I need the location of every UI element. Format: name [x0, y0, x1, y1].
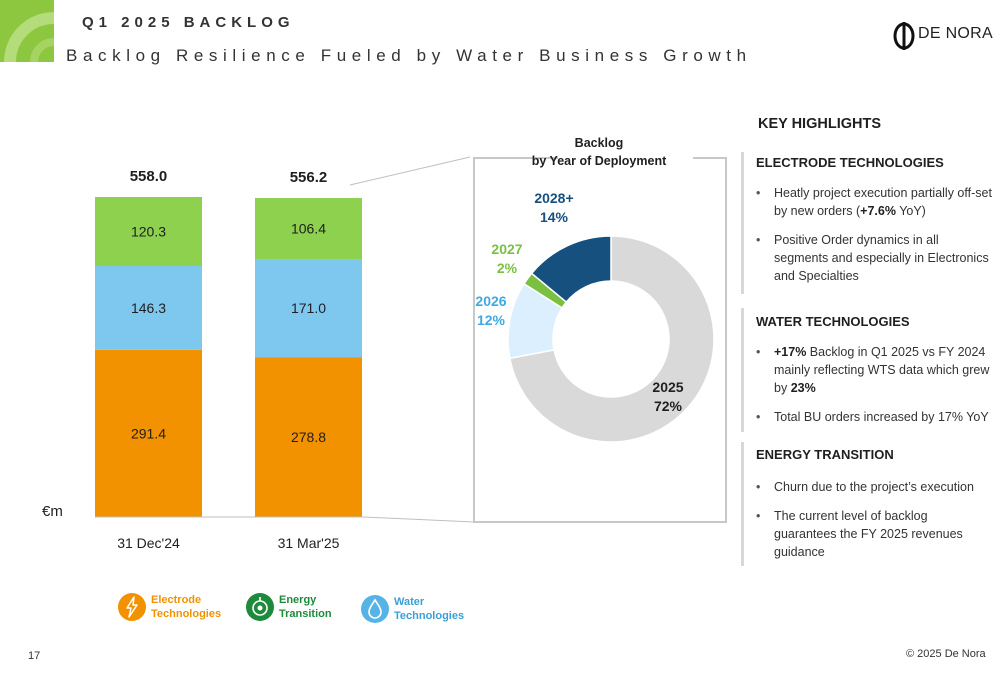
legend-electrode-line1: Electrode [151, 594, 202, 606]
legend-energy: Energy Transition [245, 592, 332, 622]
donut-slice-year-label: 2027 [491, 241, 522, 257]
bar-total-label: 558.0 [130, 168, 168, 185]
donut-slice-pct-label: 72% [654, 398, 683, 414]
copyright: © 2025 De Nora [906, 648, 986, 660]
energy-bullets: Churn due to the project’s execution The… [752, 478, 992, 572]
stacked-bar-chart: 291.4 146.3 120.3 558.0 31 Dec'24 278.8 171.0 1… [95, 168, 362, 551]
donut-panel-border [473, 157, 727, 523]
highlights-title: KEY HIGHLIGHTS [758, 116, 881, 132]
bar-segment [255, 259, 362, 358]
electrode-bullet-1: Heatly project execution partially off-s… [752, 184, 992, 220]
bar-segment-label: 278.8 [291, 429, 326, 445]
legend-water-line1: Water [394, 596, 425, 608]
water-bullet-1: +17% Backlog in Q1 2025 vs FY 2024 mainl… [752, 343, 992, 397]
donut-title-line2: by Year of Deployment [532, 154, 667, 168]
donut-slice-year-label: 2028+ [534, 190, 573, 206]
donut-slice-pct-label: 12% [477, 312, 506, 328]
water-section-bar [741, 308, 744, 432]
unit-label: €m [42, 503, 63, 520]
legend-energy-line1: Energy [279, 594, 317, 606]
energy-bullet-1: Churn due to the project’s execution [752, 478, 992, 496]
legend-electrode: Electrode Technologies [117, 592, 221, 622]
bar-segment [95, 197, 202, 266]
donut-slice [530, 235, 612, 304]
lightning-icon [118, 593, 146, 621]
donut-slice [508, 235, 715, 443]
energy-section-bar [741, 442, 744, 566]
page-subtitle: Backlog Resilience Fueled by Water Busin… [66, 46, 752, 65]
energy-bullet-2: The current level of backlog guarantees … [752, 507, 992, 561]
bar-segment [255, 198, 362, 260]
bar-segment-label: 171.0 [291, 300, 326, 316]
energy-circle-icon [246, 593, 274, 621]
page-number: 17 [28, 650, 41, 662]
bar-segment-label: 120.3 [131, 223, 166, 239]
corner-decoration [0, 0, 54, 62]
donut-chart: 2025 72% 2026 12% 2027 2% 2028+ 14% [475, 190, 715, 443]
connector-top [349, 156, 471, 186]
water-bullets: +17% Backlog in Q1 2025 vs FY 2024 mainl… [752, 343, 992, 437]
donut-slice-year-label: 2026 [475, 293, 506, 309]
energy-section-title: ENERGY TRANSITION [756, 447, 894, 462]
bar-total-label: 556.2 [290, 169, 328, 186]
page-title: Q1 2025 BACKLOG [82, 14, 295, 31]
legend-energy-line2: Transition [279, 608, 332, 620]
electrode-section-bar [741, 152, 744, 294]
electrode-bullet-2: Positive Order dynamics in all segments … [752, 231, 992, 285]
legend-water: Water Technologies [360, 594, 464, 624]
bar-segment [95, 349, 202, 517]
donut-title-line1: Backlog [575, 136, 624, 150]
water-drop-icon [361, 595, 389, 623]
connector-bottom [362, 516, 475, 523]
legend-water-line2: Technologies [394, 610, 465, 622]
water-bullet-2: Total BU orders increased by 17% YoY [752, 408, 992, 426]
water-section-title: WATER TECHNOLOGIES [756, 314, 910, 329]
bar-segment [255, 357, 362, 517]
logo-text: DE NORA [918, 25, 993, 42]
bar-segment-label: 291.4 [131, 425, 166, 441]
bar-segment [95, 265, 202, 350]
electrode-section-title: ELECTRODE TECHNOLOGIES [756, 155, 944, 170]
donut-slice-pct-label: 14% [540, 209, 569, 225]
donut-slice-pct-label: 2% [497, 260, 518, 276]
legend-electrode-line2: Technologies [151, 608, 222, 620]
electrode-bullets: Heatly project execution partially off-s… [752, 184, 992, 296]
x-tick-label: 31 Dec'24 [117, 535, 180, 551]
bar-segment-label: 106.4 [291, 221, 326, 237]
bar-segment-label: 146.3 [131, 300, 166, 316]
x-tick-label: 31 Mar'25 [278, 535, 340, 551]
donut-slice-year-label: 2025 [652, 379, 683, 395]
